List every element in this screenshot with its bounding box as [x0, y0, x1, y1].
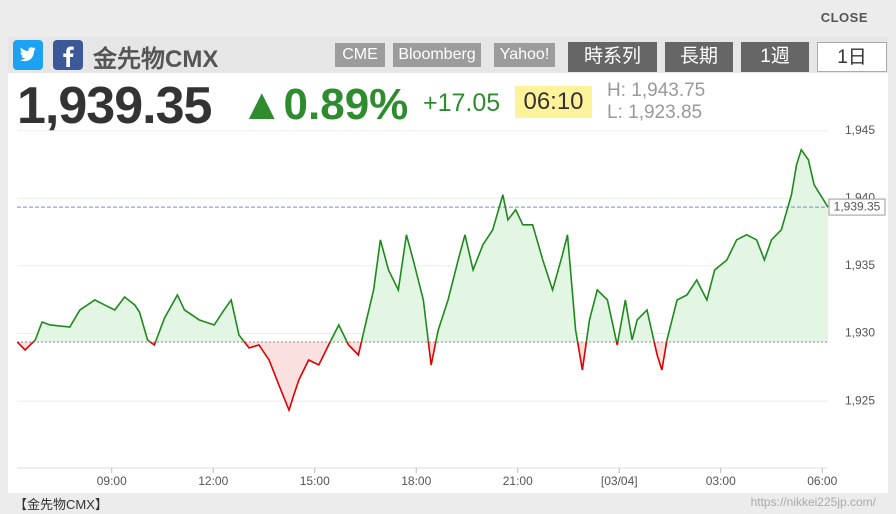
- footer-url: https://nikkei225jp.com/: [750, 495, 876, 509]
- price: 1,939.35: [17, 77, 212, 135]
- source-button[interactable]: CME: [335, 43, 385, 67]
- source-button[interactable]: Yahoo!: [494, 43, 555, 67]
- tab[interactable]: 長期: [665, 42, 733, 72]
- line: [16, 147, 829, 413]
- low: L: 1,923.85: [607, 102, 703, 123]
- x-tick-label: 18:00: [401, 474, 431, 488]
- facebook-glyph: [63, 46, 74, 67]
- price-label: 1,939.35: [834, 199, 881, 213]
- x-tick-label: 21:00: [503, 474, 533, 488]
- title: 金先物CMX: [93, 46, 219, 73]
- tab[interactable]: 1週: [741, 42, 809, 72]
- footer-label: 【金先物CMX】: [14, 497, 108, 512]
- quote-time: 06:10: [515, 86, 592, 118]
- twitter-icon[interactable]: [13, 40, 43, 70]
- y-tick-label: 1,945: [845, 123, 875, 137]
- y-tick-label: 1,930: [845, 326, 875, 340]
- x-tick-label: 03:00: [706, 474, 736, 488]
- area-fill: [17, 149, 829, 411]
- y-tick-label: 1,935: [845, 258, 875, 272]
- facebook-icon[interactable]: [53, 40, 83, 70]
- x-tick-label: [03/04]: [601, 474, 638, 488]
- tab[interactable]: 1日: [817, 42, 887, 72]
- change-percent: ▲0.89%: [240, 80, 409, 129]
- x-tick-label: 12:00: [198, 474, 228, 488]
- x-tick-label: 15:00: [300, 474, 330, 488]
- x-tick-label: 06:00: [807, 474, 837, 488]
- price-label-box: [828, 198, 886, 216]
- twitter-glyph: [20, 47, 36, 62]
- x-tick-label: 09:00: [97, 474, 127, 488]
- y-tick-label: 1,925: [845, 393, 875, 407]
- tab[interactable]: 時系列: [568, 42, 657, 72]
- close-button[interactable]: CLOSE: [820, 10, 868, 25]
- high: H: 1,943.75: [607, 80, 706, 101]
- change: +17.05: [423, 89, 501, 117]
- source-button[interactable]: Bloomberg: [393, 43, 481, 67]
